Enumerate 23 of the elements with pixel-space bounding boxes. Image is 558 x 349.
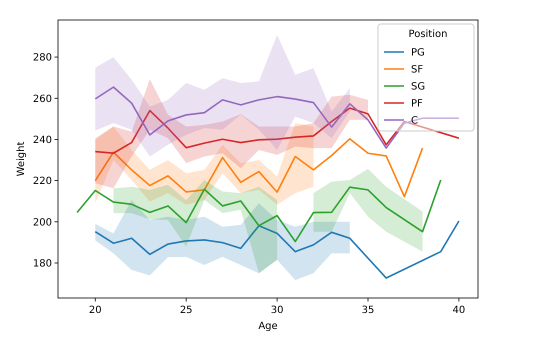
x-tick-label: 40 xyxy=(452,305,466,316)
x-axis-title: Age xyxy=(258,321,278,332)
x-tick-label: 30 xyxy=(270,305,284,316)
y-axis-title: Weight xyxy=(16,142,27,176)
line-series xyxy=(76,179,442,242)
legend-label: SG xyxy=(411,82,426,92)
legend-label: PF xyxy=(411,98,424,110)
y-tick-label: 220 xyxy=(32,176,52,188)
y-tick-label: 260 xyxy=(32,94,52,105)
legend-label: SF xyxy=(411,64,424,76)
legend-label: PG xyxy=(411,48,425,58)
legend-title: Position xyxy=(408,29,448,40)
line-series xyxy=(94,220,460,279)
y-tick-label: 240 xyxy=(32,134,52,146)
y-tick-label: 200 xyxy=(32,217,52,228)
y-tick-label: 180 xyxy=(32,258,52,270)
x-tick-label: 25 xyxy=(180,305,193,316)
line-series xyxy=(94,107,460,154)
x-tick-label: 35 xyxy=(362,305,374,316)
line-series xyxy=(94,138,424,198)
x-tick-label: 20 xyxy=(88,305,102,316)
y-tick-label: 280 xyxy=(32,52,52,64)
legend-label: C xyxy=(411,116,418,126)
